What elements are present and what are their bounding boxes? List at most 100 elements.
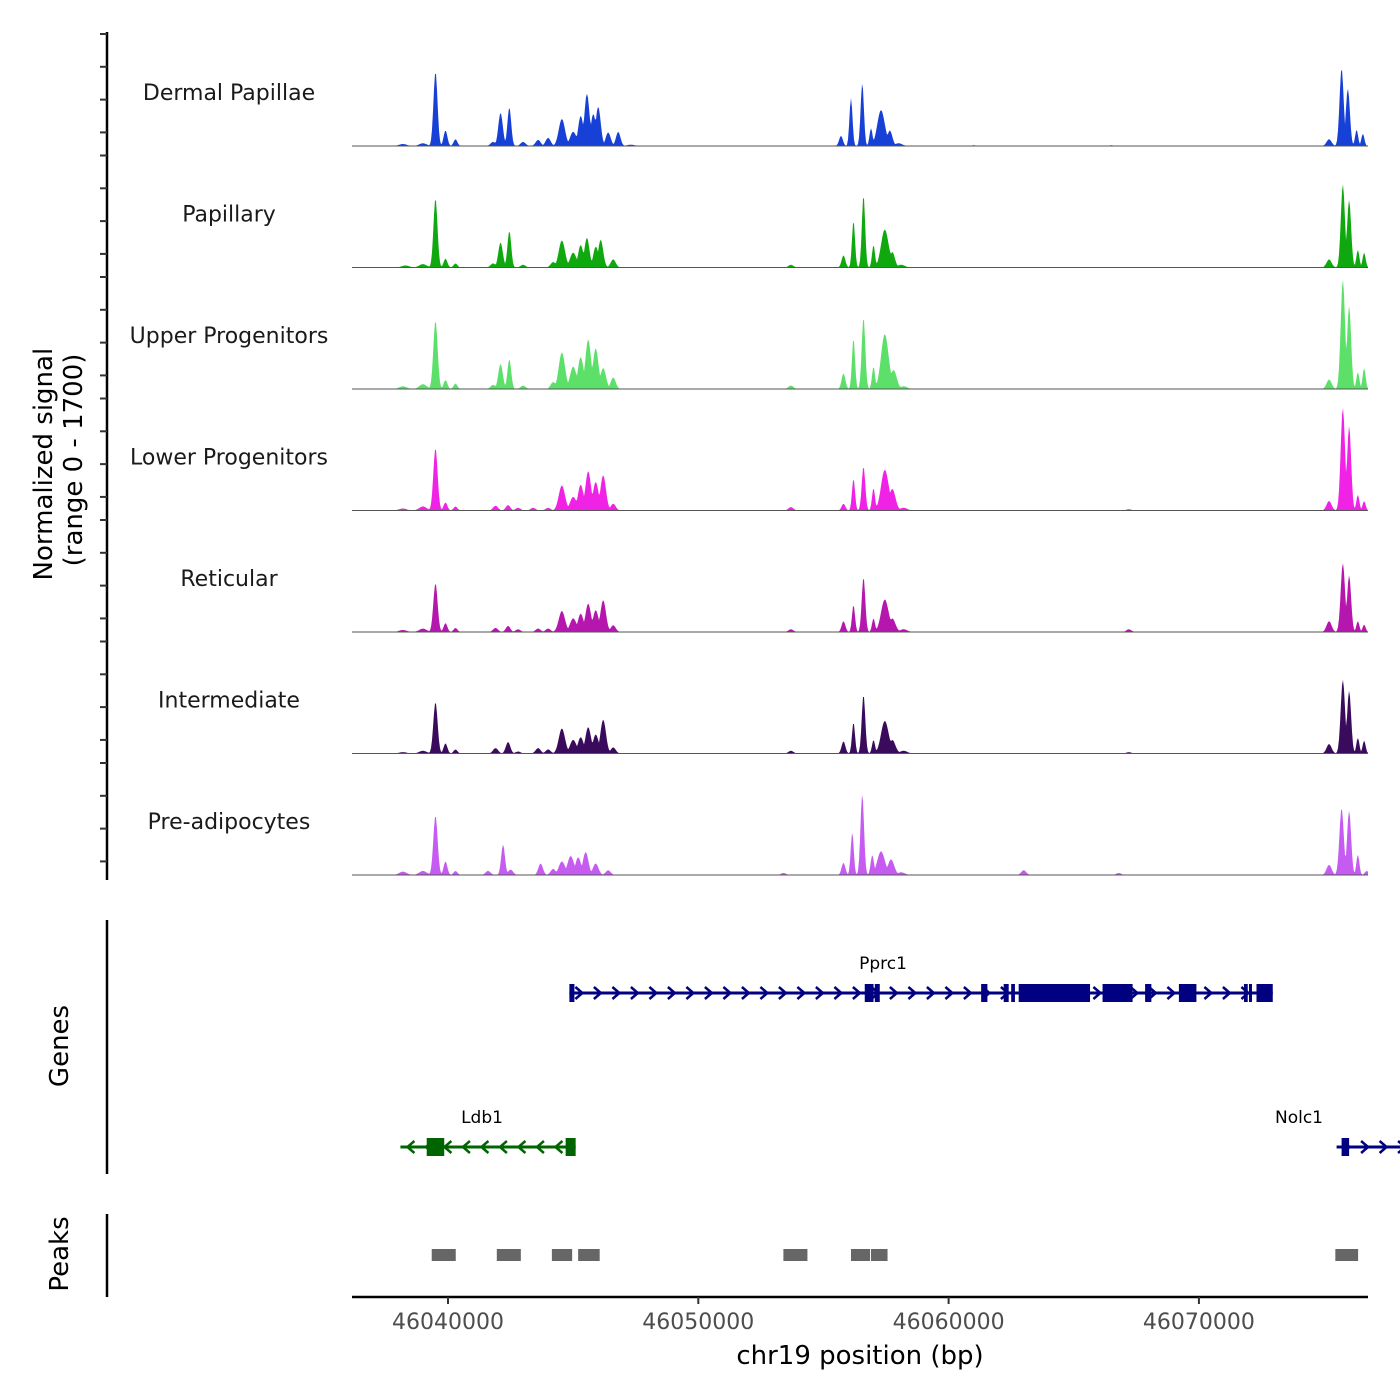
gene-exon xyxy=(1341,1138,1350,1156)
strand-arrow-icon xyxy=(852,986,862,1000)
track-reticular: Reticular xyxy=(180,563,1368,633)
gene-exon xyxy=(1256,984,1273,1002)
track-papillary: Papillary xyxy=(182,184,1368,268)
peak-region xyxy=(871,1249,888,1261)
signal-area xyxy=(352,184,1368,268)
peak-region xyxy=(1335,1249,1359,1261)
strand-arrow-icon xyxy=(498,1140,508,1154)
gene-annotations: Pprc1 Ldb1 Nolc1 xyxy=(400,954,1400,1156)
strand-arrow-icon xyxy=(685,986,696,1000)
strand-arrow-icon xyxy=(1203,986,1214,1000)
x-tick-label: 46060000 xyxy=(893,1310,1005,1335)
track-upper-progenitors: Upper Progenitors xyxy=(130,279,1368,390)
peak-region xyxy=(496,1249,521,1261)
gene-exon xyxy=(864,984,874,1002)
strand-arrow-icon xyxy=(1166,986,1177,1000)
strand-arrow-icon xyxy=(889,986,899,1000)
peak-region xyxy=(783,1249,808,1261)
signal-area xyxy=(352,563,1368,632)
strand-arrow-icon xyxy=(926,986,936,1000)
genes-panel-label: Genes xyxy=(45,1005,75,1087)
strand-arrow-icon xyxy=(648,986,659,1000)
strand-arrow-icon xyxy=(1360,1140,1371,1154)
signal-area xyxy=(352,407,1368,511)
gene-exon xyxy=(1145,984,1152,1002)
strand-arrow-icon xyxy=(759,986,770,1000)
strand-arrow-icon xyxy=(630,986,640,1000)
gene-exon xyxy=(1011,984,1015,1002)
strand-arrow-icon xyxy=(516,1140,527,1154)
signal-area xyxy=(352,679,1368,754)
gene-exon xyxy=(1003,984,1009,1002)
strand-arrow-icon xyxy=(574,986,585,1000)
strand-arrow-icon xyxy=(704,986,714,1000)
track-label: Papillary xyxy=(182,203,276,228)
gene-exon xyxy=(1102,984,1133,1002)
strand-arrow-icon xyxy=(405,1140,416,1154)
strand-arrow-icon xyxy=(593,986,603,1000)
signal-y-axis-ticks xyxy=(100,33,107,863)
x-tick-label: 46050000 xyxy=(642,1310,754,1335)
gene-label: Ldb1 xyxy=(461,1108,503,1128)
track-intermediate: Intermediate xyxy=(158,679,1368,754)
gene-exon xyxy=(1248,984,1252,1002)
x-tick-label: 46040000 xyxy=(392,1310,504,1335)
strand-arrow-icon xyxy=(479,1140,490,1154)
gene-label: Pprc1 xyxy=(859,954,907,974)
strand-arrow-icon xyxy=(1240,986,1251,1000)
strand-arrow-icon xyxy=(1129,986,1140,1000)
strand-arrow-icon xyxy=(461,1140,471,1154)
x-tick-label: 46070000 xyxy=(1143,1310,1255,1335)
peak-region xyxy=(431,1249,456,1261)
strand-arrow-icon xyxy=(815,986,825,1000)
gene-exon xyxy=(874,984,880,1002)
x-axis-title: chr19 position (bp) xyxy=(736,1341,983,1371)
strand-arrow-icon xyxy=(722,986,733,1000)
gene-exon xyxy=(1178,984,1197,1002)
strand-arrow-icon xyxy=(907,986,918,1000)
signal-tracks: Dermal Papillae Papillary Upper Progenitor… xyxy=(130,69,1368,876)
track-label: Upper Progenitors xyxy=(130,324,329,349)
track-lower-progenitors: Lower Progenitors xyxy=(130,407,1368,511)
gene-exon xyxy=(1243,984,1248,1002)
y-axis-title: Normalized signal (range 0 - 1700) xyxy=(29,340,89,581)
gene-exon xyxy=(981,984,988,1002)
gene-exon xyxy=(569,984,575,1002)
signal-area xyxy=(352,279,1368,389)
track-label: Pre-adipocytes xyxy=(148,810,311,835)
y-axis-title-line-1: Normalized signal xyxy=(29,348,59,581)
strand-arrow-icon xyxy=(1378,1140,1389,1154)
strand-arrow-icon xyxy=(611,986,622,1000)
gene-ldb1: Ldb1 xyxy=(400,1108,576,1156)
track-label: Reticular xyxy=(180,567,278,592)
peak-region xyxy=(551,1249,573,1261)
peaks-panel-label: Peaks xyxy=(45,1216,75,1291)
strand-arrow-icon xyxy=(741,986,751,1000)
track-dermal-papillae: Dermal Papillae xyxy=(143,69,1368,147)
gene-exon xyxy=(1018,984,1091,1002)
y-axis-title-line-2: (range 0 - 1700) xyxy=(59,354,89,567)
track-label: Lower Progenitors xyxy=(130,446,328,471)
gene-exon xyxy=(426,1138,445,1156)
gene-label: Nolc1 xyxy=(1275,1108,1323,1128)
x-axis-ticks: 46040000 46050000 46060000 46070000 xyxy=(392,1297,1255,1335)
strand-arrow-icon xyxy=(553,1140,564,1154)
strand-arrow-icon xyxy=(1092,986,1103,1000)
track-pre-adipocytes: Pre-adipocytes xyxy=(148,794,1368,876)
strand-arrow-icon xyxy=(778,986,788,1000)
track-label: Intermediate xyxy=(158,689,300,714)
signal-area xyxy=(352,794,1368,875)
track-label: Dermal Papillae xyxy=(143,81,315,106)
strand-arrow-icon xyxy=(833,986,844,1000)
strand-arrow-icon xyxy=(535,1140,545,1154)
strand-arrow-icon xyxy=(1222,986,1232,1000)
gene-exon xyxy=(565,1138,576,1156)
peak-regions xyxy=(431,1249,1359,1261)
gene-nolc1: Nolc1 xyxy=(1275,1108,1400,1156)
strand-arrow-icon xyxy=(944,986,955,1000)
peak-region xyxy=(850,1249,871,1261)
strand-arrow-icon xyxy=(796,986,807,1000)
strand-arrow-icon xyxy=(963,986,973,1000)
strand-arrow-icon xyxy=(667,986,677,1000)
